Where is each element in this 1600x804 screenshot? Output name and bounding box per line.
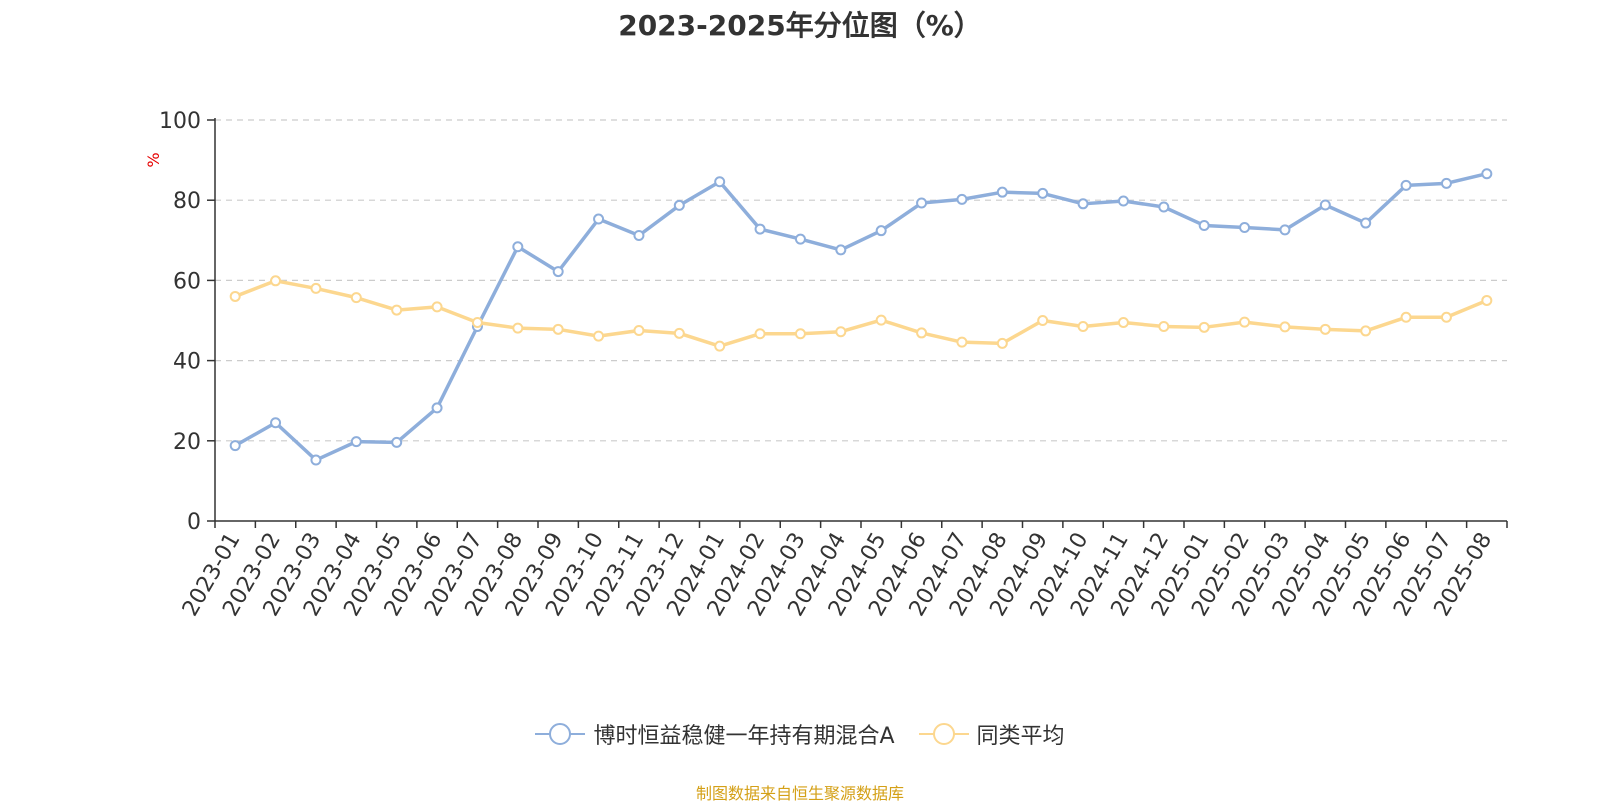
series-0-point (350, 436, 362, 448)
series-1-point (916, 327, 928, 339)
series-1-point (431, 301, 443, 313)
series-0-point (1239, 221, 1251, 233)
series-1-point (1117, 317, 1129, 329)
series-0-point (1440, 177, 1452, 189)
series-1-point (673, 327, 685, 339)
legend-swatch-average (918, 722, 969, 746)
series-0-point (593, 213, 605, 225)
series-0-point (1360, 217, 1372, 229)
series-1-point (1481, 294, 1493, 306)
series-0-point (673, 199, 685, 211)
series-1-point (270, 275, 282, 287)
series-1-point (310, 282, 322, 294)
y-tick-label: 60 (173, 269, 201, 294)
series-0-point (916, 197, 928, 209)
series-0-point (875, 225, 887, 237)
series-0-point (1198, 219, 1210, 231)
series-0-point (1117, 195, 1129, 207)
series-1-point (471, 317, 483, 329)
series-1-point (552, 323, 564, 335)
series-1-point (1037, 315, 1049, 326)
legend-swatch-fund (535, 722, 586, 746)
series-1-point (391, 304, 403, 316)
series-1-point (714, 340, 726, 352)
y-tick-label: 20 (173, 430, 201, 455)
series-1-point (1360, 325, 1372, 337)
series-0-point (1400, 179, 1412, 191)
series-1-point (1440, 311, 1452, 323)
series-0-point (835, 244, 847, 256)
chart-title: 2023-2025年分位图（%） (618, 9, 982, 42)
legend-item-average[interactable]: 同类平均 (918, 718, 1065, 750)
series-1-point (1279, 321, 1291, 333)
legend-label-fund: 博时恒益稳健一年持有期混合A (593, 724, 895, 749)
series-0-point (310, 454, 322, 466)
legend-item-fund[interactable]: 博时恒益稳健一年持有期混合A (535, 718, 895, 750)
series-0-point (229, 440, 241, 452)
series-1-point (1319, 323, 1331, 335)
series-1-point (1077, 321, 1089, 333)
series-line-0 (234, 172, 1488, 462)
series-1-point (593, 330, 605, 342)
series-0-point (956, 193, 968, 205)
legend-label-average: 同类平均 (976, 724, 1065, 749)
y-tick-label: 100 (159, 109, 201, 134)
series-0-point (794, 233, 806, 245)
series-1-point (512, 322, 524, 334)
series-0-point (1158, 201, 1170, 213)
series-0-point (431, 402, 443, 414)
series-1-point (633, 325, 645, 337)
series-0-point (714, 176, 726, 188)
y-tick-label: 40 (173, 350, 201, 375)
source-note: 制图数据来自恒生聚源数据库 (695, 784, 904, 803)
series-1-point (350, 292, 362, 304)
series-1-point (794, 328, 806, 340)
series-0-point (1037, 187, 1049, 199)
series-0-point (1319, 199, 1331, 211)
series-1-point (229, 290, 241, 302)
series-0-point (754, 223, 766, 235)
series-0-point (270, 417, 282, 429)
series-1-point (1198, 321, 1210, 333)
y-axis-label: % (144, 152, 163, 167)
series-1-point (1400, 311, 1412, 323)
legend: 博时恒益稳健一年持有期混合A 同类平均 (0, 718, 1600, 750)
y-tick-label: 80 (173, 189, 201, 214)
series-0-point (552, 266, 564, 278)
series-1-point (835, 326, 847, 338)
y-tick-label: 0 (187, 510, 201, 535)
series-1-point (996, 337, 1008, 349)
series-0-point (1279, 224, 1291, 236)
series-0-point (391, 436, 403, 448)
series-0-point (1077, 198, 1089, 210)
series-1-point (956, 336, 968, 348)
series-line-1 (234, 279, 1488, 348)
series-1-point (1158, 321, 1170, 333)
series-1-point (1239, 316, 1251, 328)
series-0-point (512, 241, 524, 253)
series-1-point (754, 328, 766, 340)
series-0-point (633, 229, 645, 241)
series-1-point (875, 314, 887, 326)
series-0-point (1481, 168, 1493, 180)
series-0-point (996, 186, 1008, 198)
